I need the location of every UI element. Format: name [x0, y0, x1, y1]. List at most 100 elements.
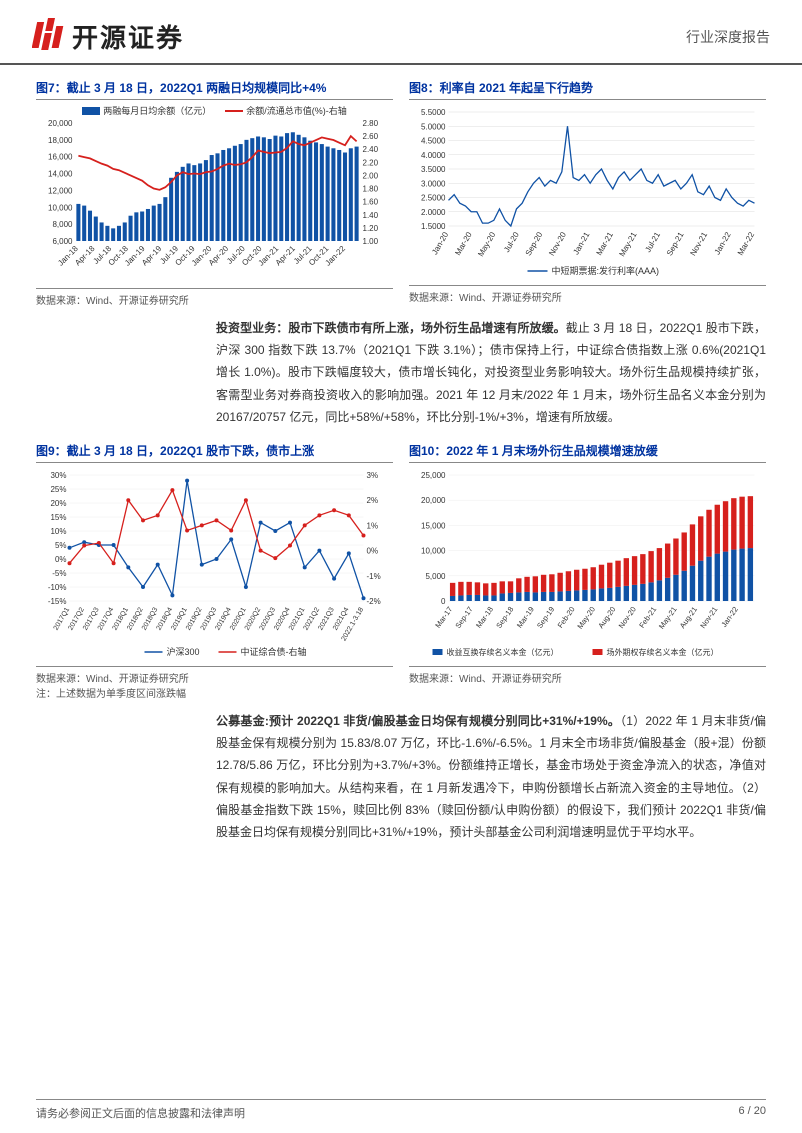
svg-text:Jul-21: Jul-21 — [643, 230, 662, 254]
svg-text:Feb-20: Feb-20 — [556, 605, 577, 630]
page-header: 开源证券 行业深度报告 — [0, 0, 802, 65]
svg-text:5%: 5% — [55, 541, 67, 550]
chart10-title: 图10：2022 年 1 月末场外衍生品规模增速放缓 — [409, 442, 766, 463]
chart9-title: 图9：截止 3 月 18 日，2022Q1 股市下跌，债市上涨 — [36, 442, 393, 463]
chart7-legend-bar: 两融每月日均余额（亿元） — [82, 104, 211, 117]
svg-text:Mar-20: Mar-20 — [453, 230, 474, 257]
svg-text:25%: 25% — [50, 485, 66, 494]
svg-text:中证综合债-右轴: 中证综合债-右轴 — [241, 646, 307, 657]
chart7-svg: 20,000 18,000 16,000 14,000 12,000 10,000 8,00… — [36, 119, 393, 279]
svg-text:1.20: 1.20 — [363, 224, 379, 233]
svg-text:2.40: 2.40 — [363, 145, 379, 154]
svg-text:2%: 2% — [367, 496, 379, 505]
svg-text:场外期权存续名义本金（亿元）: 场外期权存续名义本金（亿元） — [607, 647, 719, 657]
company-logo-icon — [32, 18, 64, 55]
svg-text:18,000: 18,000 — [48, 136, 73, 145]
svg-text:3.0000: 3.0000 — [421, 179, 446, 188]
svg-text:20%: 20% — [50, 499, 66, 508]
svg-text:May-20: May-20 — [476, 230, 497, 258]
svg-text:Jan-21: Jan-21 — [571, 230, 591, 256]
svg-text:Sep-21: Sep-21 — [665, 230, 686, 257]
svg-text:Mar-21: Mar-21 — [595, 230, 616, 257]
svg-text:沪深300: 沪深300 — [167, 646, 200, 657]
chart8-box: 图8：利率自 2021 年起呈下行趋势 5.50005.00004.50004.… — [409, 79, 766, 307]
chart7-source: 数据来源：Wind、开源证券研究所 — [36, 288, 393, 307]
chart-row-1: 图7：截止 3 月 18 日，2022Q1 两融日均规模同比+4% 两融每月日均… — [36, 79, 766, 307]
svg-text:10%: 10% — [50, 527, 66, 536]
svg-text:10,000: 10,000 — [421, 547, 446, 556]
svg-text:16,000: 16,000 — [48, 153, 73, 162]
text1-body: 投资型业务：股市下跌债市有所上涨，场外衍生品增速有所放缓。截止 3 月 18 日… — [216, 317, 766, 428]
svg-text:2.80: 2.80 — [363, 119, 379, 128]
svg-text:1.60: 1.60 — [363, 198, 379, 207]
svg-text:Nov-21: Nov-21 — [698, 605, 719, 630]
svg-text:Feb-21: Feb-21 — [637, 605, 658, 630]
svg-text:Nov-21: Nov-21 — [688, 230, 709, 257]
footer-disclaimer: 请务必参阅正文后面的信息披露和法律声明 — [36, 1105, 245, 1121]
svg-text:Mar-17: Mar-17 — [433, 605, 454, 630]
svg-text:-1%: -1% — [367, 572, 381, 581]
chart7-legend: 两融每月日均余额（亿元） 余额/流通总市值(%)-右轴 — [36, 104, 393, 117]
svg-text:Sep-18: Sep-18 — [494, 605, 515, 630]
chart10-box: 图10：2022 年 1 月末场外衍生品规模增速放缓 25,000 20,000 1… — [409, 442, 766, 700]
svg-text:12,000: 12,000 — [48, 186, 73, 195]
svg-text:Sep-19: Sep-19 — [535, 605, 556, 630]
doc-type: 行业深度报告 — [686, 27, 770, 47]
svg-text:4.5000: 4.5000 — [421, 137, 446, 146]
svg-text:Sep-20: Sep-20 — [524, 230, 545, 257]
chart7-legend-line-label: 余额/流通总市值(%)-右轴 — [246, 104, 347, 117]
svg-text:-2%: -2% — [367, 597, 381, 606]
svg-text:Jan-22: Jan-22 — [719, 605, 740, 629]
svg-text:Jan-22: Jan-22 — [713, 230, 733, 256]
svg-text:1.80: 1.80 — [363, 185, 379, 194]
chart8-svg: 5.50005.00004.50004.00003.50003.00002.50… — [409, 104, 766, 276]
svg-text:8,000: 8,000 — [52, 220, 73, 229]
text-block-2: 公募基金:预计 2022Q1 非货/偏股基金日均保有规模分别同比+31%/+19… — [36, 710, 766, 843]
svg-text:中短期票据:发行利率(AAA): 中短期票据:发行利率(AAA) — [552, 265, 660, 276]
svg-text:15%: 15% — [50, 513, 66, 522]
svg-text:1%: 1% — [367, 521, 379, 530]
chart8-title: 图8：利率自 2021 年起呈下行趋势 — [409, 79, 766, 100]
svg-text:Aug-20: Aug-20 — [596, 605, 617, 630]
svg-text:14,000: 14,000 — [48, 170, 73, 179]
svg-text:10,000: 10,000 — [48, 203, 73, 212]
text2-body: 公募基金:预计 2022Q1 非货/偏股基金日均保有规模分别同比+31%/+19… — [216, 710, 766, 843]
svg-text:20,000: 20,000 — [421, 496, 446, 505]
svg-text:0: 0 — [441, 597, 446, 606]
svg-text:0%: 0% — [367, 547, 379, 556]
svg-text:1.5000: 1.5000 — [421, 222, 446, 231]
svg-text:-10%: -10% — [48, 583, 67, 592]
chart9-source: 数据来源：Wind、开源证券研究所 — [36, 666, 393, 685]
svg-text:1.40: 1.40 — [363, 211, 379, 220]
chart9-note: 注：上述数据为单季度区间涨跌幅 — [36, 685, 393, 700]
svg-text:5,000: 5,000 — [425, 572, 446, 581]
svg-text:Nov-20: Nov-20 — [617, 605, 638, 630]
svg-text:25,000: 25,000 — [421, 471, 446, 480]
svg-text:4.0000: 4.0000 — [421, 151, 446, 160]
svg-text:Mar-18: Mar-18 — [474, 605, 495, 630]
chart-row-2: 图9：截止 3 月 18 日，2022Q1 股市下跌，债市上涨 30% 25% 20… — [36, 442, 766, 700]
svg-text:Jul-20: Jul-20 — [502, 230, 521, 254]
content-area: 图7：截止 3 月 18 日，2022Q1 两融日均规模同比+4% 两融每月日均… — [0, 65, 802, 843]
svg-text:Apr-21: Apr-21 — [274, 244, 298, 268]
text-block-1: 投资型业务：股市下跌债市有所上涨，场外衍生品增速有所放缓。截止 3 月 18 日… — [36, 317, 766, 428]
svg-text:0%: 0% — [55, 555, 67, 564]
svg-text:Apr-19: Apr-19 — [140, 244, 164, 268]
svg-text:20,000: 20,000 — [48, 119, 73, 128]
svg-text:5.0000: 5.0000 — [421, 122, 446, 131]
svg-text:3%: 3% — [367, 471, 379, 480]
svg-text:Mar-22: Mar-22 — [736, 230, 757, 257]
footer-page: 6 / 20 — [738, 1105, 766, 1121]
chart10-svg: 25,00020,00015,00010,0005,0000Mar-17Sep-… — [409, 467, 766, 657]
svg-text:2.60: 2.60 — [363, 132, 379, 141]
svg-text:-5%: -5% — [52, 569, 66, 578]
svg-text:Aug-21: Aug-21 — [678, 605, 699, 630]
chart10-spacer — [409, 685, 766, 696]
svg-text:2.0000: 2.0000 — [421, 208, 446, 217]
svg-text:1.00: 1.00 — [363, 237, 379, 246]
svg-text:30%: 30% — [50, 471, 66, 480]
chart9-svg: 30%25%20%15%10%5%0%-5%-10%-15%3%2%1%0%-1… — [36, 467, 393, 657]
svg-text:May-21: May-21 — [657, 605, 679, 631]
svg-text:Apr-20: Apr-20 — [207, 244, 231, 268]
svg-text:May-21: May-21 — [617, 230, 638, 258]
